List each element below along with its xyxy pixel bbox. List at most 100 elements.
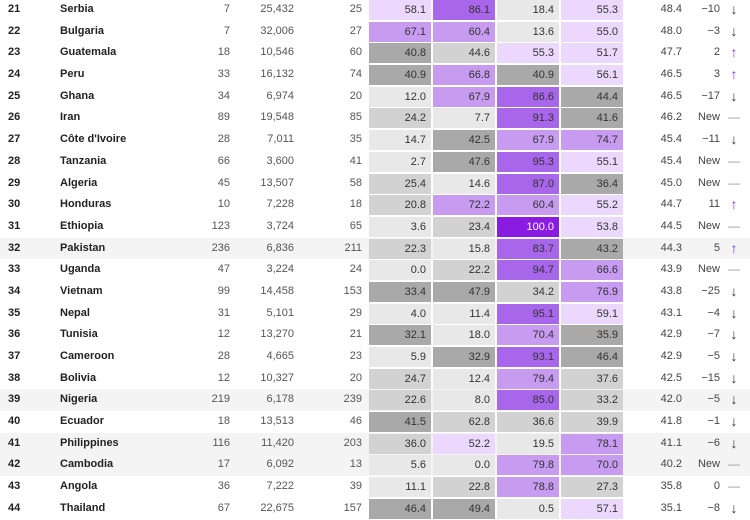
dash-icon: — [728, 153, 740, 168]
rank-change: New [697, 111, 720, 124]
rank: 29 [8, 176, 21, 189]
rank: 22 [8, 24, 21, 37]
column-4-value: 19,548 [260, 111, 294, 124]
column-5-value: 58 [349, 176, 362, 189]
heat-cell: 0.5 [497, 498, 559, 519]
dash-icon: — [728, 262, 740, 277]
heat-cell: 55.3 [497, 43, 559, 64]
score: 44.7 [660, 198, 682, 211]
column-5-value: 157 [343, 501, 362, 514]
column-4-value: 10,546 [260, 46, 294, 59]
column-3-value: 18 [217, 46, 230, 59]
heat-cell: 52.2 [433, 433, 495, 454]
rank: 30 [8, 198, 21, 211]
column-3-value: 47 [217, 263, 230, 276]
heat-cell: 60.4 [433, 21, 495, 42]
heat-cell: 94.7 [497, 260, 559, 281]
table-row: 36 Tunisia 12 13,270 21 32.1 18.0 70.4 35.9 42.9 −… [0, 324, 750, 346]
heat-cell: 20.8 [369, 195, 431, 216]
heat-cell: 32.9 [433, 347, 495, 367]
heat-cell: 55.1 [561, 151, 623, 172]
rank-change: 3 [713, 68, 720, 81]
heat-cell: 40.9 [369, 65, 431, 86]
column-5-value: 203 [343, 436, 362, 449]
heat-cell: 70.0 [561, 455, 623, 476]
heat-cell: 2.7 [369, 151, 431, 172]
dash-icon: — [728, 479, 740, 494]
heat-cell: 55.2 [561, 195, 623, 216]
column-4-value: 3,600 [266, 154, 294, 167]
arrow-down-icon: ↓ [730, 131, 738, 148]
column-4-value: 7,222 [266, 480, 294, 493]
heat-cell: 24.7 [369, 368, 431, 389]
column-4-value: 22,675 [260, 501, 294, 514]
rank: 43 [8, 480, 21, 493]
table-row: 35 Nepal 31 5,101 29 4.0 11.4 95.1 59.1 43.1 −4 ↓ [0, 303, 750, 325]
table-row: 40 Ecuador 18 13,513 46 41.5 62.8 36.6 39.9 41.8 −… [0, 411, 750, 433]
heat-cell: 58.1 [369, 0, 431, 20]
rank-change: New [697, 458, 720, 471]
column-5-value: 74 [349, 68, 362, 81]
heat-cell: 67.9 [497, 130, 559, 151]
heat-cell: 44.4 [561, 86, 623, 107]
dash-icon: — [728, 110, 740, 125]
heat-cell: 91.3 [497, 108, 559, 129]
country-name: Tanzania [60, 154, 107, 167]
column-3-value: 17 [217, 458, 230, 471]
table-row: 33 Uganda 47 3,224 24 0.0 22.2 94.7 66.6 43.9 New — [0, 259, 750, 281]
rank-change: −11 [702, 133, 720, 146]
table-row: 22 Bulgaria 7 32,006 27 67.1 60.4 13.6 55.0 48.0 −… [0, 21, 750, 43]
heat-cell: 40.8 [369, 43, 431, 64]
table-row: 43 Angola 36 7,222 39 11.1 22.8 78.8 27.3 35.8 0 — [0, 476, 750, 498]
country-name: Ethiopia [60, 219, 104, 232]
heat-cell: 47.9 [433, 281, 495, 302]
heat-cell: 11.4 [433, 303, 495, 324]
column-4-value: 16,132 [260, 68, 294, 81]
heat-cell: 93.1 [497, 347, 559, 367]
country-name: Cameroon [60, 350, 115, 362]
score: 45.4 [660, 154, 682, 167]
heat-cell: 39.9 [561, 412, 623, 433]
heat-cell: 55.3 [561, 0, 623, 20]
column-4-value: 5,101 [266, 306, 294, 319]
arrow-down-icon: ↓ [730, 326, 738, 343]
score: 43.9 [660, 263, 682, 276]
column-3-value: 33 [217, 68, 230, 81]
column-3-value: 67 [217, 501, 230, 514]
arrow-down-icon: ↓ [730, 87, 738, 104]
column-4-value: 7,011 [267, 133, 294, 146]
column-3-value: 89 [217, 111, 230, 124]
score: 46.5 [660, 68, 682, 81]
column-5-value: 25 [349, 3, 362, 15]
heat-cell: 11.1 [369, 477, 431, 498]
heat-cell: 85.0 [497, 390, 559, 411]
column-5-value: 29 [349, 306, 362, 319]
column-4-value: 11,420 [261, 436, 294, 449]
rank-change: −10 [701, 3, 720, 15]
heat-cell: 79.4 [497, 368, 559, 389]
table-row: 27 Côte d'Ivoire 28 7,011 35 14.7 42.5 67.9 74.7… [0, 129, 750, 151]
arrow-down-icon: ↓ [730, 348, 738, 364]
arrow-down-icon: ↓ [730, 391, 738, 408]
column-4-value: 14,458 [260, 284, 294, 297]
heat-cell: 53.8 [561, 216, 623, 237]
rank: 36 [8, 328, 21, 341]
column-4-value: 25,432 [260, 3, 294, 15]
rank-change: −5 [707, 350, 720, 362]
table-row: 25 Ghana 34 6,974 20 12.0 67.9 86.6 44.4 46.5 −17 ↓ [0, 86, 750, 108]
rank: 27 [8, 133, 21, 146]
rank-change: New [697, 219, 720, 232]
rank: 35 [8, 306, 21, 319]
score: 45.4 [660, 133, 682, 146]
rank-change: −8 [707, 501, 720, 514]
table-row: 34 Vietnam 99 14,458 153 33.4 47.9 34.2 76.9 43.8… [0, 281, 750, 303]
heat-cell: 57.1 [561, 498, 623, 519]
column-4-value: 13,270 [260, 328, 294, 341]
heat-cell: 36.6 [497, 412, 559, 433]
heat-cell: 7.7 [433, 108, 495, 129]
heat-cell: 60.4 [497, 195, 559, 216]
arrow-down-icon: ↓ [730, 22, 738, 39]
column-5-value: 239 [343, 393, 362, 406]
dash-icon: — [728, 457, 740, 472]
column-5-value: 23 [349, 350, 362, 362]
